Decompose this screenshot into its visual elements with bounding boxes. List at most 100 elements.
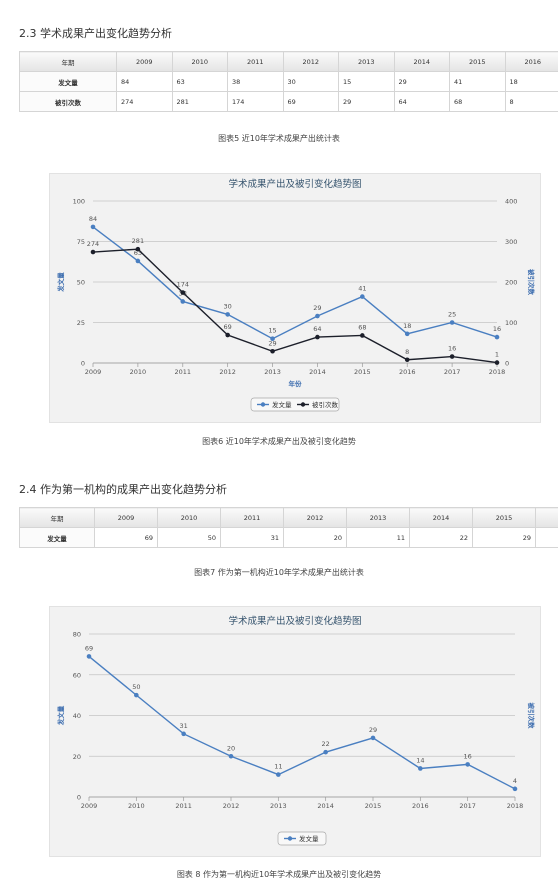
y-tick-label: 40 <box>73 712 81 720</box>
data-label: 11 <box>274 763 282 771</box>
x-tick-label: 2011 <box>175 368 192 376</box>
data-label: 18 <box>403 322 411 330</box>
x-tick-label: 2017 <box>459 802 476 810</box>
table-cell: 8 <box>504 91 558 112</box>
data-point <box>90 249 96 255</box>
y-tick-label: 60 <box>73 671 81 679</box>
data-point <box>228 753 234 759</box>
data-label: 4 <box>513 777 517 785</box>
data-label: 50 <box>132 683 140 691</box>
chart-background <box>49 173 541 423</box>
data-point <box>360 294 365 299</box>
chart-background <box>49 606 541 857</box>
table-1-caption: 图表5 近10年学术成果产出统计表 <box>218 134 340 143</box>
table-cell: 14 <box>535 527 558 548</box>
table-header-year: 2011 <box>227 51 284 72</box>
data-point <box>225 312 230 317</box>
data-point <box>418 766 423 771</box>
legend-label: 被引次数 <box>312 400 339 409</box>
data-point <box>225 332 230 338</box>
y2-tick-label: 100 <box>505 319 517 327</box>
legend-marker <box>287 836 293 841</box>
data-label: 174 <box>177 281 189 289</box>
table-header-row: 年期200920102011201220132014201520162017 <box>19 507 558 528</box>
table-row: 发文量695031201122291416 <box>19 527 558 548</box>
x-tick-label: 2009 <box>81 802 98 810</box>
chart-2-caption: 图表 8 作为第一机构近10年学术成果产出及被引变化趋势 <box>176 870 382 879</box>
legend-label: 发文量 <box>272 400 292 409</box>
y2-tick-label: 200 <box>505 279 517 287</box>
x-tick-label: 2013 <box>270 802 287 810</box>
table-cell: 29 <box>472 527 536 548</box>
stats-table-1-wrapper: 年期20092010201120122013201420152016201720… <box>19 51 558 112</box>
data-label: 69 <box>224 323 232 331</box>
table-cell: 69 <box>94 527 158 548</box>
data-label: 25 <box>448 311 456 319</box>
table-header-year: 2014 <box>409 507 473 528</box>
data-point <box>270 336 275 341</box>
data-label: 16 <box>493 325 501 333</box>
table-header-year: 2009 <box>94 507 158 528</box>
y-tick-label: 20 <box>73 753 81 761</box>
table-header-label: 年期 <box>19 507 95 528</box>
data-label: 31 <box>180 722 188 730</box>
x-tick-label: 2018 <box>489 368 506 376</box>
data-label: 20 <box>227 744 235 752</box>
y-tick-label: 50 <box>77 279 85 287</box>
table-header-year: 2013 <box>338 51 395 72</box>
y2-axis-title: 被引次数 <box>527 703 536 730</box>
data-label: 274 <box>87 240 99 248</box>
data-point <box>315 313 320 319</box>
y2-tick-label: 300 <box>505 238 517 246</box>
y2-axis-title: 被引次数 <box>527 269 536 296</box>
table-cell: 41 <box>449 71 506 92</box>
data-point <box>270 348 275 354</box>
table-header-label: 年期 <box>19 51 117 72</box>
table-cell: 22 <box>409 527 473 548</box>
data-label: 68 <box>358 323 366 331</box>
x-tick-label: 2014 <box>309 368 326 376</box>
table-cell: 15 <box>338 71 395 92</box>
table-2-caption: 图表7 作为第一机构近10年学术成果产出统计表 <box>194 568 364 577</box>
y-axis-title: 发文量 <box>56 705 65 726</box>
data-label: 16 <box>448 345 456 353</box>
data-label: 69 <box>85 644 93 652</box>
x-tick-label: 2011 <box>175 802 192 810</box>
table-header-year: 2015 <box>449 51 506 72</box>
data-label: 281 <box>132 237 144 245</box>
series-line <box>88 655 516 790</box>
data-point <box>323 749 328 755</box>
data-point <box>180 290 186 295</box>
legend-label: 发文量 <box>299 834 319 843</box>
data-point <box>465 762 470 767</box>
table-cell: 38 <box>227 71 284 92</box>
y2-tick-label: 400 <box>505 198 517 206</box>
table-row-label: 发文量 <box>19 71 117 92</box>
table-cell: 30 <box>282 71 339 92</box>
data-label: 14 <box>416 756 424 764</box>
table-header-year: 2016 <box>535 507 558 528</box>
table-cell: 11 <box>346 527 410 548</box>
x-tick-label: 2015 <box>365 802 382 810</box>
data-point <box>404 357 410 363</box>
table-cell: 63 <box>171 71 228 92</box>
data-label: 22 <box>322 740 330 748</box>
data-point <box>370 735 376 741</box>
table-cell: 84 <box>116 71 173 92</box>
x-tick-label: 2018 <box>507 802 524 810</box>
chart-title: 学术成果产出及被引变化趋势图 <box>228 178 361 190</box>
data-label: 15 <box>268 327 276 335</box>
table-cell: 29 <box>338 91 395 112</box>
data-point <box>86 654 92 659</box>
section-heading-2-4: 2.4 作为第一机构的成果产出变化趋势分析 <box>19 483 227 496</box>
data-point <box>135 246 141 252</box>
table-row-label: 被引次数 <box>19 91 117 112</box>
data-point <box>449 354 455 359</box>
data-label: 8 <box>405 348 409 356</box>
section-heading-2-3: 2.3 学术成果产出变化趋势分析 <box>19 27 172 40</box>
table-header-year: 2012 <box>283 507 347 528</box>
table-header-year: 2015 <box>472 507 536 528</box>
table-cell: 18 <box>504 71 558 92</box>
table-cell: 20 <box>283 527 347 548</box>
